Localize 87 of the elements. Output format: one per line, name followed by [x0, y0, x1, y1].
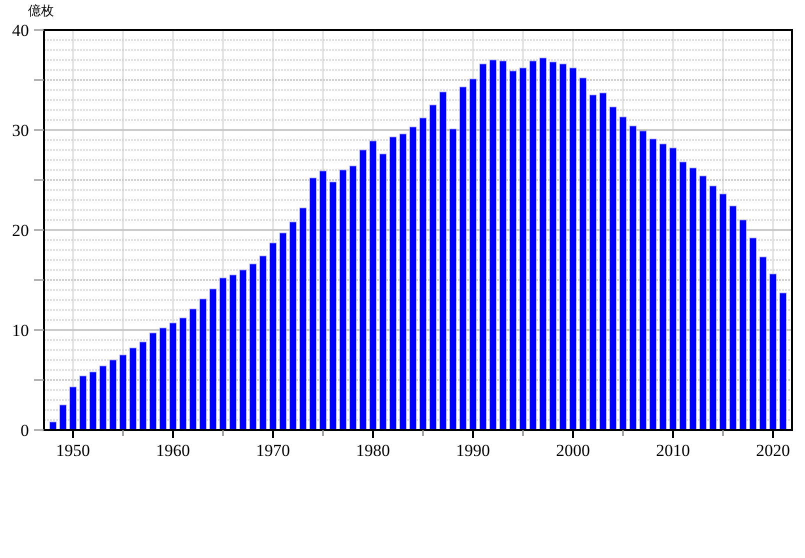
bar: [649, 138, 657, 430]
bar: [379, 154, 387, 430]
bar: [169, 322, 177, 430]
bar: [619, 116, 627, 430]
x-tick-label: 1960: [156, 441, 190, 460]
bar: [279, 232, 287, 430]
bar: [99, 366, 107, 430]
bar: [549, 62, 557, 430]
bar: [209, 288, 217, 430]
bar: [599, 92, 607, 430]
bar: [439, 92, 447, 430]
x-tick-label: 2010: [656, 441, 690, 460]
y-tick-label: 40: [12, 20, 29, 40]
bar: [409, 126, 417, 430]
bar: [719, 194, 727, 430]
bar: [479, 64, 487, 430]
x-tick-label: 1970: [256, 441, 290, 460]
bar: [119, 354, 127, 430]
bar: [339, 170, 347, 430]
bar: [249, 264, 257, 430]
bar: [79, 376, 87, 430]
bar: [149, 332, 157, 430]
y-tick-label: 10: [12, 320, 29, 340]
x-tick-label: 2000: [556, 441, 590, 460]
bar: [529, 60, 537, 430]
bar: [219, 278, 227, 430]
bar: [519, 68, 527, 430]
bar: [419, 118, 427, 430]
bar: [269, 242, 277, 430]
bar: [609, 106, 617, 430]
bar: [769, 274, 777, 430]
bar: [679, 162, 687, 430]
bar: [69, 386, 77, 430]
bar: [539, 58, 547, 430]
bar: [579, 78, 587, 430]
x-tick-label: 2020: [756, 441, 790, 460]
bar: [739, 220, 747, 430]
bar: [359, 150, 367, 430]
bar: [669, 148, 677, 430]
bar: [589, 94, 597, 430]
y-tick-label: 0: [20, 420, 29, 440]
bar: [229, 274, 237, 430]
bar: [429, 104, 437, 430]
bar: [449, 128, 457, 430]
bar: [489, 60, 497, 430]
bar: [779, 292, 787, 430]
bar: [709, 186, 717, 430]
bar: [569, 68, 577, 430]
bar: [509, 70, 517, 430]
bar: [199, 298, 207, 430]
bar: [699, 176, 707, 430]
y-tick-label: 30: [12, 120, 29, 140]
bar: [159, 328, 167, 430]
bar: [639, 130, 647, 430]
bar: [59, 404, 67, 430]
bar: [559, 64, 567, 430]
bar: [129, 348, 137, 430]
bar: [389, 136, 397, 430]
bar: [659, 144, 667, 430]
bar: [759, 256, 767, 430]
y-tick-label: 20: [12, 220, 29, 240]
bar: [629, 126, 637, 430]
bar: [349, 166, 357, 430]
bar: [399, 134, 407, 430]
bar: [259, 256, 267, 430]
bar: [189, 308, 197, 430]
bar: [319, 170, 327, 430]
bar: [89, 372, 97, 430]
bar: [239, 270, 247, 430]
bar: [369, 140, 377, 430]
bar: [309, 178, 317, 430]
bar: [289, 222, 297, 430]
x-tick-label: 1980: [356, 441, 390, 460]
bar: [749, 238, 757, 430]
bar: [329, 182, 337, 430]
bar: [179, 318, 187, 430]
bar: [109, 360, 117, 430]
x-tick-label: 1950: [56, 441, 90, 460]
y-axis-title: 億枚: [28, 4, 54, 19]
bar: [139, 342, 147, 430]
bar: [469, 78, 477, 430]
bar: [689, 168, 697, 430]
bar: [499, 60, 507, 430]
bar: [729, 206, 737, 430]
bar: [299, 208, 307, 430]
x-tick-label: 1990: [456, 441, 490, 460]
bar: [459, 86, 467, 430]
